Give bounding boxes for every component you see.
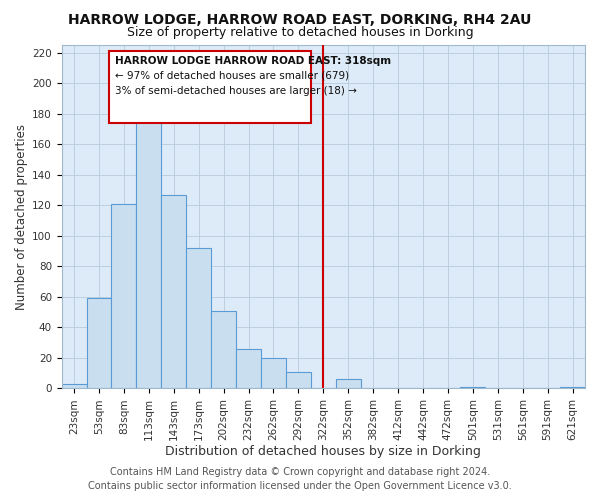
X-axis label: Distribution of detached houses by size in Dorking: Distribution of detached houses by size …	[166, 444, 481, 458]
Bar	[112, 204, 136, 388]
Y-axis label: Number of detached properties: Number of detached properties	[15, 124, 28, 310]
Text: HARROW LODGE, HARROW ROAD EAST, DORKING, RH4 2AU: HARROW LODGE, HARROW ROAD EAST, DORKING,…	[68, 12, 532, 26]
Bar	[286, 372, 311, 388]
FancyBboxPatch shape	[109, 51, 311, 123]
Text: HARROW LODGE HARROW ROAD EAST: 318sqm: HARROW LODGE HARROW ROAD EAST: 318sqm	[115, 56, 391, 66]
Bar	[236, 349, 261, 389]
Bar	[136, 114, 161, 388]
Text: 3% of semi-detached houses are larger (18) →: 3% of semi-detached houses are larger (1…	[115, 86, 357, 96]
Bar	[86, 298, 112, 388]
Bar	[62, 384, 86, 388]
Bar	[261, 358, 286, 388]
Bar	[161, 194, 186, 388]
Text: Contains HM Land Registry data © Crown copyright and database right 2024.
Contai: Contains HM Land Registry data © Crown c…	[88, 467, 512, 491]
Text: ← 97% of detached houses are smaller (679): ← 97% of detached houses are smaller (67…	[115, 71, 349, 81]
Bar	[460, 387, 485, 388]
Bar	[211, 310, 236, 388]
Bar	[336, 380, 361, 388]
Bar	[186, 248, 211, 388]
Text: Size of property relative to detached houses in Dorking: Size of property relative to detached ho…	[127, 26, 473, 39]
Bar	[560, 387, 585, 388]
